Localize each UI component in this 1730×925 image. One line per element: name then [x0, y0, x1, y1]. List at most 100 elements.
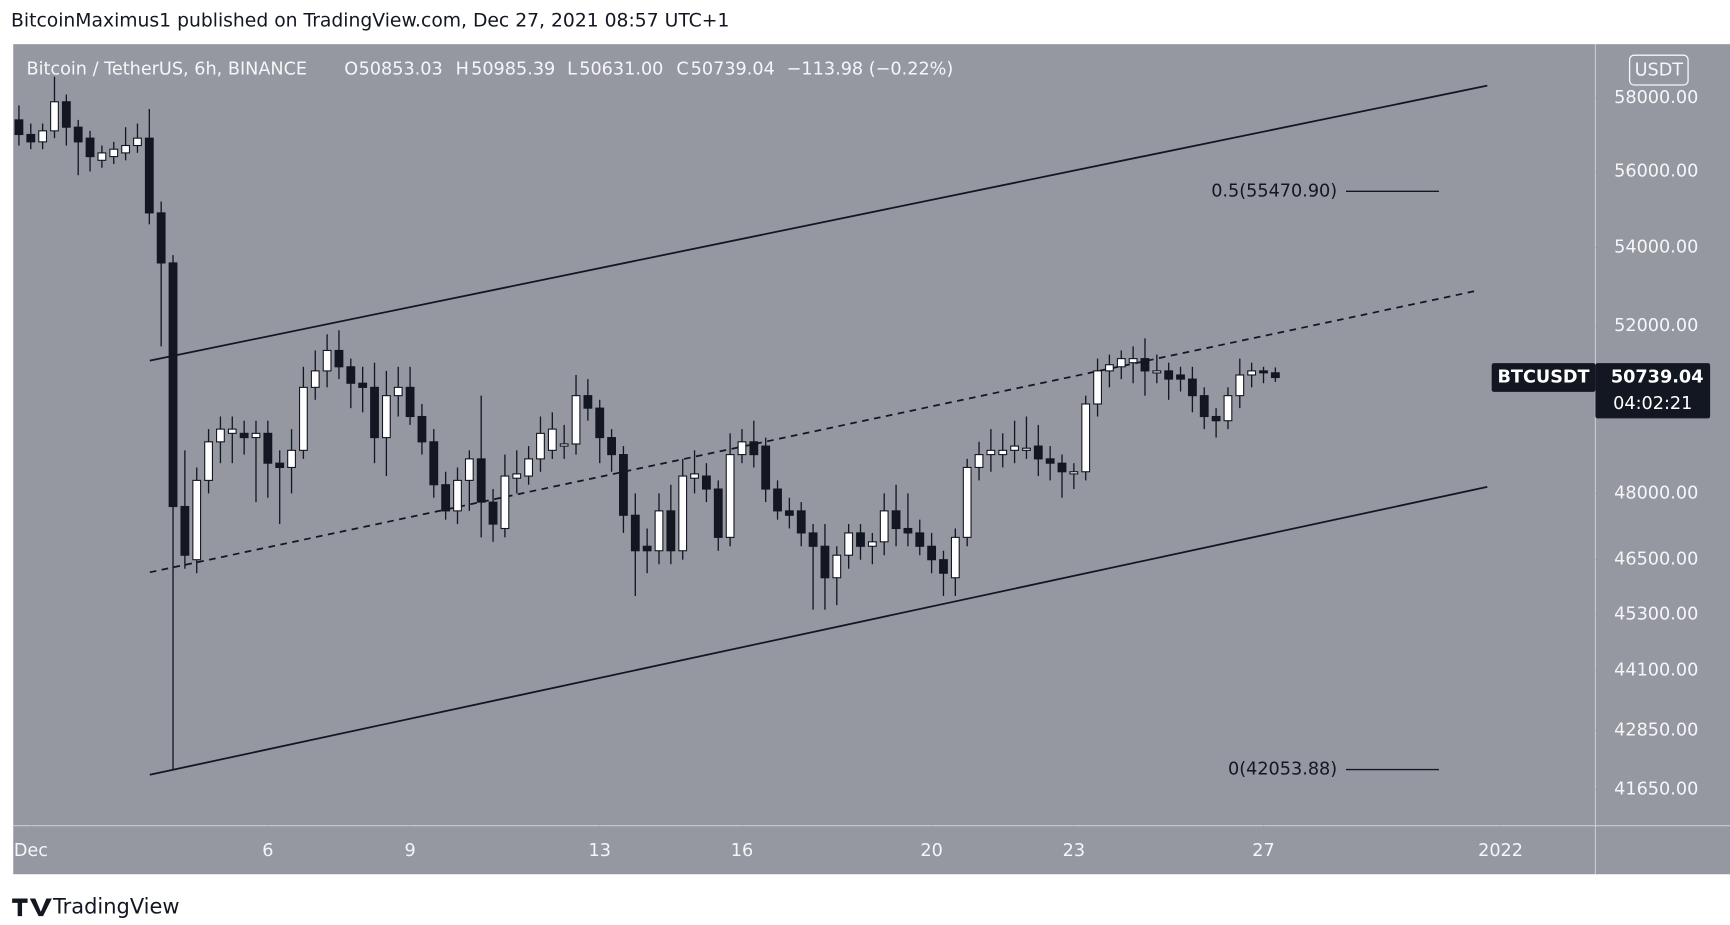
candle-body — [713, 488, 723, 538]
x-tick-label: 27 — [1252, 841, 1274, 861]
candle-body — [1259, 370, 1268, 374]
candle-body — [595, 407, 605, 439]
candle-body — [251, 432, 261, 439]
candle-body — [1010, 445, 1020, 451]
legend-value: 50631.00 — [579, 60, 663, 80]
candle-body — [85, 137, 95, 158]
candle-body — [393, 386, 403, 397]
price-label: BTCUSDT 50739.04 04:02:21 — [1491, 363, 1711, 419]
y-tick-label: 48000.00 — [1614, 483, 1698, 503]
candle-body — [749, 441, 759, 456]
y-tick-label: 54000.00 — [1614, 237, 1698, 257]
footer-logo — [12, 898, 52, 917]
candle-body — [216, 428, 225, 443]
candle-body — [417, 415, 427, 443]
candle-body — [630, 514, 640, 552]
candle-body — [761, 445, 771, 490]
candle-body — [974, 454, 984, 469]
candle-body — [891, 510, 901, 530]
y-tick-label: 44100.00 — [1614, 660, 1698, 680]
candle-body — [927, 545, 937, 561]
candle-body — [14, 119, 24, 136]
candle-body — [97, 152, 107, 161]
candle-body — [962, 466, 972, 538]
price-label-countdown: 04:02:21 — [1613, 394, 1692, 414]
candle-body — [1223, 395, 1233, 422]
candle-body — [524, 458, 534, 477]
y-tick-label: 41650.00 — [1614, 780, 1698, 800]
legend-value: 50739.04 — [691, 60, 775, 80]
candle-body — [50, 101, 59, 132]
legend-value: 50853.03 — [359, 60, 443, 80]
candle-body — [1022, 447, 1031, 451]
candle-body — [998, 449, 1008, 456]
candle-body — [334, 349, 344, 368]
x-tick-label: 2022 — [1478, 841, 1523, 861]
price-label-price: 50739.04 — [1611, 368, 1704, 388]
y-tick-label: 42850.00 — [1614, 720, 1698, 740]
candle-body — [453, 479, 462, 512]
candle-body — [879, 510, 889, 543]
candle-body — [133, 137, 142, 147]
candle-body — [370, 386, 379, 439]
x-tick-label: 20 — [920, 841, 942, 861]
candle-body — [227, 428, 237, 434]
candle-body — [690, 473, 699, 479]
candle-body — [737, 441, 747, 456]
candle-body — [784, 510, 794, 516]
candle-body — [476, 458, 486, 503]
candle-body — [1140, 358, 1150, 372]
x-tick-label: 16 — [731, 841, 753, 861]
candle-body — [856, 532, 865, 547]
candle-body — [642, 545, 652, 552]
y-tick-label: 56000.00 — [1614, 161, 1698, 181]
currency[interactable]: USDT — [1635, 61, 1684, 81]
candle-body — [310, 370, 320, 388]
x-tick-label: 9 — [404, 841, 415, 861]
candle-body — [464, 458, 474, 481]
candle-body — [322, 349, 332, 372]
publisher: BitcoinMaximus1 published on TradingView… — [11, 10, 729, 31]
candle-body — [950, 536, 960, 579]
candle-body — [488, 501, 498, 525]
candle-body — [1116, 358, 1126, 368]
fib-label: 0(42053.88) — [1228, 760, 1337, 780]
candle-body — [1187, 378, 1197, 397]
currency-button[interactable] — [1628, 54, 1689, 86]
candle-body — [168, 262, 178, 508]
legend-value: 50985.39 — [471, 60, 555, 80]
candle-body — [180, 505, 190, 556]
legend-change: −113.98 (−0.22%) — [787, 60, 954, 80]
candle-body — [654, 510, 664, 552]
candle-body — [26, 133, 36, 143]
legend-key: L — [567, 60, 577, 80]
candle-body — [441, 484, 451, 512]
candle-body — [358, 382, 368, 388]
price-label-symbol-box — [1491, 363, 1596, 392]
x-tick-label: 6 — [262, 841, 273, 861]
trend-line — [149, 289, 1479, 574]
candle-body — [1045, 458, 1055, 464]
candle-body — [1093, 370, 1102, 405]
candle-body — [832, 554, 842, 579]
candle-body — [38, 130, 48, 143]
candle-body — [121, 144, 131, 154]
candle-body — [583, 395, 593, 409]
candle-body — [1069, 471, 1079, 475]
candle-body — [1247, 370, 1257, 376]
price-axis — [1595, 44, 1730, 875]
candle-body — [1164, 370, 1174, 380]
candle-body — [192, 479, 202, 561]
candle-body — [1211, 415, 1221, 422]
trend-line — [149, 84, 1488, 362]
candle-body — [298, 386, 308, 451]
candle-body — [1033, 445, 1043, 460]
legend-key: C — [676, 60, 688, 80]
candle-body — [666, 510, 676, 552]
candle-body — [915, 532, 925, 547]
candle-body — [701, 475, 711, 490]
y-tick-label: 46500.00 — [1614, 550, 1698, 570]
footer-brand: TradingView — [52, 894, 180, 918]
